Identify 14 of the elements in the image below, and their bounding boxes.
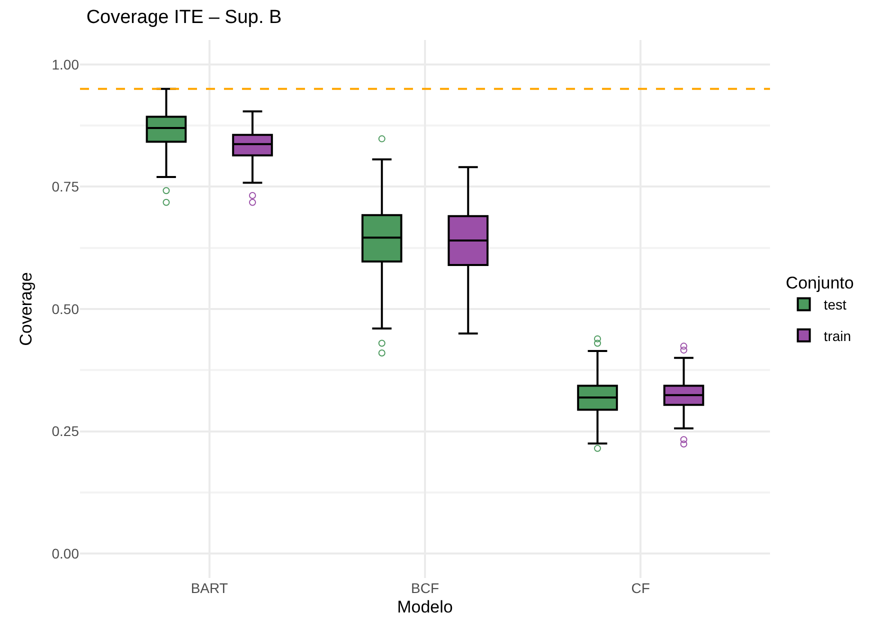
y-tick-label: 0.75 — [52, 178, 80, 195]
y-tick-label: 0.00 — [52, 545, 80, 562]
y-axis-title: Coverage — [16, 272, 36, 346]
x-axis-title: Modelo — [397, 597, 453, 616]
legend-label: test — [824, 296, 846, 313]
x-tick-label: BCF — [411, 580, 439, 596]
x-tick-label: CF — [631, 580, 650, 596]
legend-label: train — [824, 328, 852, 344]
x-tick-label: BART — [190, 580, 228, 596]
legend-title: Conjunto — [786, 274, 854, 293]
chart-title: Coverage ITE – Sup. B — [86, 6, 282, 28]
y-tick-label: 1.00 — [52, 56, 80, 72]
y-tick-label: 0.50 — [52, 300, 80, 317]
y-tick-label: 0.25 — [52, 423, 80, 440]
